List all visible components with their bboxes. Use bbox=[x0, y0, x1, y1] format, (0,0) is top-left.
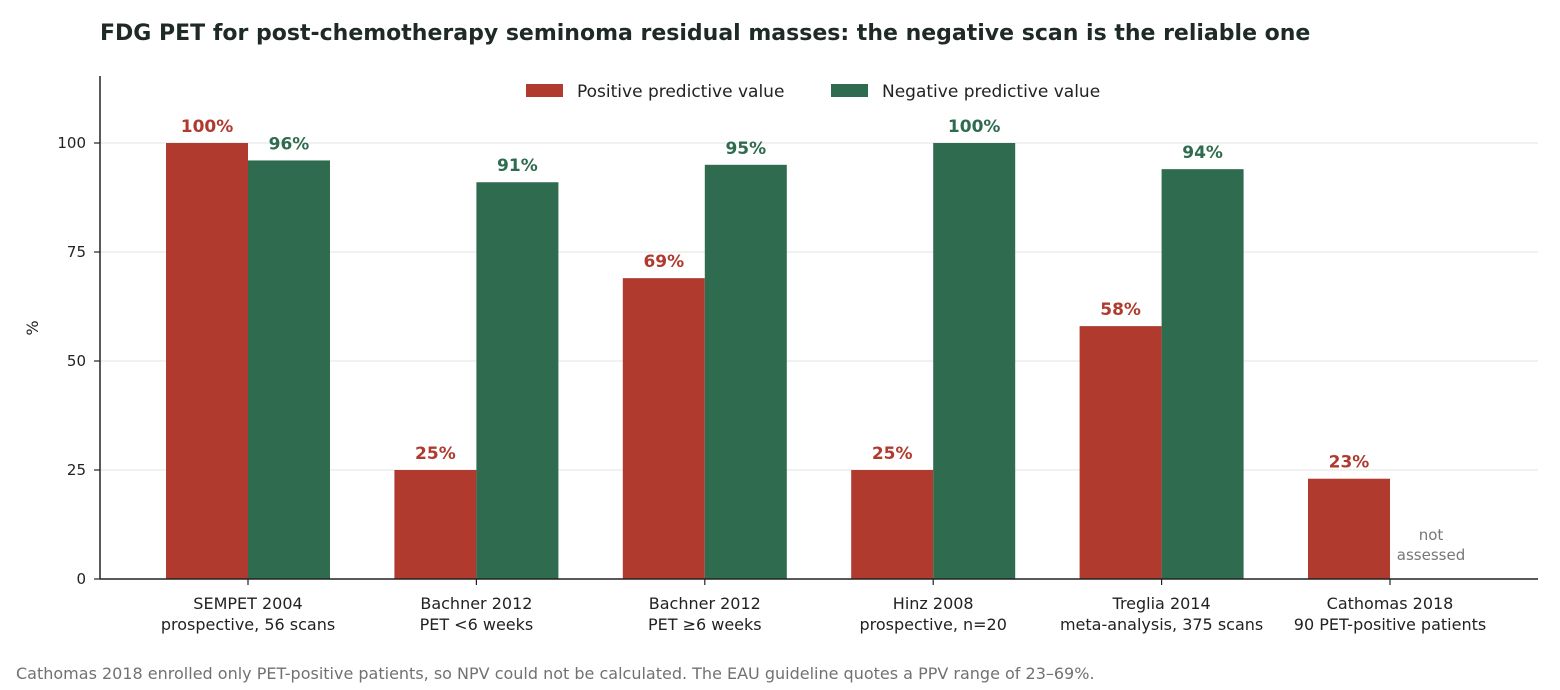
bar-value-label: 96% bbox=[269, 134, 310, 154]
legend-label: Negative predictive value bbox=[882, 82, 1100, 102]
bar-npv bbox=[933, 143, 1016, 579]
bar-value-label: 25% bbox=[415, 444, 456, 464]
bar-value-label: 100% bbox=[948, 117, 1001, 137]
bar-ppv bbox=[622, 278, 705, 579]
x-tick-label: Cathomas 2018 90 PET-positive patients bbox=[1294, 594, 1486, 634]
y-tick-label: 25 bbox=[67, 461, 86, 479]
bar-value-label: 58% bbox=[1100, 300, 1141, 320]
legend-label: Positive predictive value bbox=[577, 82, 784, 102]
bar-value-label: 100% bbox=[181, 117, 234, 137]
x-tick-label: SEMPET 2004 prospective, 56 scans bbox=[161, 594, 335, 634]
x-tick-label: Treglia 2014 meta-analysis, 375 scans bbox=[1060, 594, 1263, 634]
y-tick-label: 100 bbox=[57, 134, 86, 152]
bar-npv bbox=[476, 182, 559, 580]
y-tick-label: 75 bbox=[67, 243, 86, 261]
bar-value-label: 91% bbox=[497, 156, 538, 176]
bar-value-label: 25% bbox=[872, 444, 913, 464]
chart-title: FDG PET for post-chemotherapy seminoma r… bbox=[100, 21, 1310, 46]
x-tick-label: Bachner 2012 PET <6 weeks bbox=[420, 594, 534, 634]
footnote: Cathomas 2018 enrolled only PET-positive… bbox=[16, 664, 1095, 683]
y-tick-label: 50 bbox=[67, 352, 86, 370]
bar-value-label: 23% bbox=[1329, 453, 1370, 473]
bar-ppv bbox=[851, 470, 934, 579]
bar-npv bbox=[248, 160, 330, 579]
legend: Positive predictive value Negative predic… bbox=[526, 82, 1100, 102]
legend-item-ppv: Positive predictive value bbox=[526, 82, 784, 102]
not-assessed-label: not assessed bbox=[1397, 526, 1465, 564]
bar-ppv bbox=[1308, 478, 1390, 579]
gridlines bbox=[100, 142, 1538, 471]
bars bbox=[166, 143, 1390, 580]
legend-swatch bbox=[831, 84, 868, 97]
legend-item-npv: Negative predictive value bbox=[831, 82, 1100, 102]
bar-npv bbox=[1161, 169, 1244, 579]
data-labels: 100% 25% 69% 25% 58% 23% 96% 91% 95% 100% 94% not as… bbox=[181, 117, 1465, 564]
bar-ppv bbox=[166, 143, 248, 579]
x-tick-label: Hinz 2008 prospective, n=20 bbox=[859, 594, 1006, 634]
legend-swatch bbox=[526, 84, 563, 97]
axes: 0 25 50 75 100 SEMPET 2004 prospective, 56 sca… bbox=[57, 76, 1538, 634]
bar-value-label: 69% bbox=[643, 252, 684, 272]
y-tick-label: 0 bbox=[76, 570, 86, 588]
bar-ppv bbox=[1079, 326, 1162, 579]
bar-ppv bbox=[394, 470, 477, 579]
bar-value-label: 94% bbox=[1182, 143, 1223, 163]
bar-npv bbox=[704, 164, 787, 580]
bar-value-label: 95% bbox=[725, 139, 766, 159]
x-tick-label: Bachner 2012 PET ≥6 weeks bbox=[648, 594, 762, 634]
y-axis-label: % bbox=[23, 320, 42, 335]
